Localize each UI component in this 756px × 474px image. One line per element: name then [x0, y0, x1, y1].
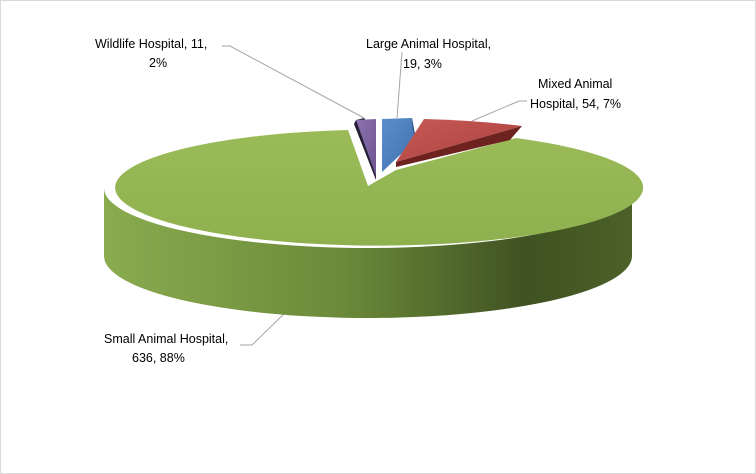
label-wildlife-line1: Wildlife Hospital, 11, [95, 37, 207, 51]
label-small-line1: Small Animal Hospital, [104, 332, 228, 346]
slice-mixed-animal-side [396, 126, 522, 167]
slice-wildlife-wall [354, 120, 376, 180]
label-large-line2: 19, 3% [403, 57, 442, 71]
label-mixed-line2: Hospital, 54, 7% [530, 97, 621, 111]
label-small-line2: 636, 88% [132, 351, 185, 365]
slice-large-animal-top [382, 118, 416, 172]
leader-line-mixed [471, 100, 527, 122]
leader-line-small [240, 307, 291, 346]
slice-wildlife-top [356, 119, 376, 176]
leader-line-wildlife [222, 45, 365, 119]
leader-line-large [396, 51, 403, 119]
label-large-line1: Large Animal Hospital, [366, 37, 491, 51]
slice-mixed-animal-top [396, 119, 522, 162]
label-wildlife-line2: 2% [149, 56, 167, 70]
label-mixed-line1: Mixed Animal [538, 77, 612, 91]
slice-small-animal-top [115, 130, 644, 246]
slice-small-animal-side [104, 188, 632, 318]
